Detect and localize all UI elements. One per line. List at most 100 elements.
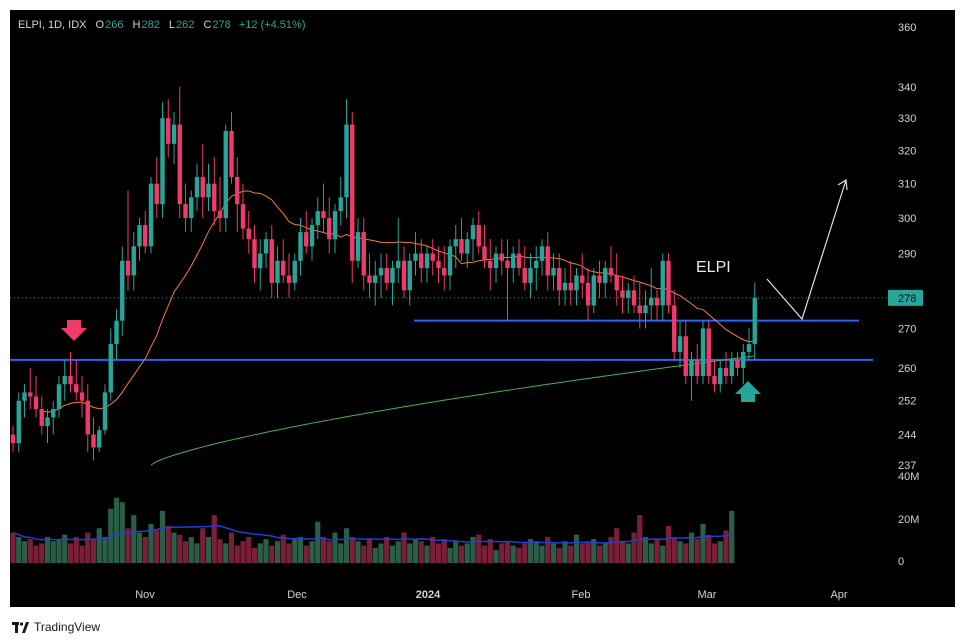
volume-bar xyxy=(683,543,689,563)
candle-body xyxy=(401,260,407,291)
candle-body xyxy=(723,367,729,377)
candle-body xyxy=(154,183,159,205)
volume-bar xyxy=(648,543,654,563)
volume-bar xyxy=(343,528,350,563)
low-value: 262 xyxy=(176,19,195,31)
volume-bar xyxy=(50,541,56,563)
price-axis[interactable]: 237 244 252 260 270 290 300 310 320 330 340 360 xyxy=(898,22,916,472)
candle xyxy=(614,253,619,306)
volume-bar xyxy=(355,541,361,563)
time-axis[interactable]: Nov Dec 2024 Feb Mar Apr xyxy=(135,589,848,601)
price-chart[interactable]: ELPI 237 244 252 260 270 290 300 310 320 330 340 36… xyxy=(10,10,955,607)
candle-body xyxy=(212,183,217,212)
candle-body xyxy=(643,305,648,314)
candle-body xyxy=(275,260,280,283)
volume-bar xyxy=(211,515,217,563)
volume-bar xyxy=(44,536,51,563)
volume-bar xyxy=(677,541,683,563)
candle-body xyxy=(309,225,315,247)
volume-bar xyxy=(441,539,447,563)
volume-bar xyxy=(430,536,436,563)
candle-body xyxy=(102,392,108,431)
candle xyxy=(16,392,21,452)
candle-body xyxy=(741,351,746,368)
footer-brand: TradingView xyxy=(12,618,100,636)
candle-body xyxy=(718,367,723,385)
volume-bar xyxy=(729,510,735,563)
candle xyxy=(666,253,671,314)
candle-body xyxy=(166,118,171,144)
volume-bar xyxy=(694,539,700,563)
price-tick-label: 290 xyxy=(898,249,916,261)
candle xyxy=(125,190,131,291)
candle xyxy=(447,239,453,291)
candle xyxy=(240,183,246,240)
candle xyxy=(177,86,182,219)
candle xyxy=(263,232,269,269)
candle-body xyxy=(327,218,332,240)
volume-bar xyxy=(251,547,258,563)
candle-body xyxy=(79,392,85,401)
candle-body xyxy=(240,204,246,229)
candle xyxy=(735,351,740,377)
candle xyxy=(252,225,257,283)
drawings[interactable]: ELPI xyxy=(61,178,848,402)
time-tick-label: Apr xyxy=(830,589,847,601)
volume-bar xyxy=(579,543,585,563)
candle xyxy=(574,268,579,306)
volume-bar xyxy=(338,543,344,563)
volume-bar xyxy=(73,536,79,563)
close-value: 278 xyxy=(212,19,231,31)
volume-bar xyxy=(90,539,97,563)
volume-bar xyxy=(550,543,557,563)
candle-body xyxy=(373,275,378,283)
candle xyxy=(442,246,447,291)
candle-body xyxy=(229,130,234,177)
candle-body xyxy=(712,376,717,385)
candle-body xyxy=(390,268,395,283)
price-tick-label: 360 xyxy=(898,22,916,34)
candle xyxy=(22,384,27,418)
volume-bar xyxy=(361,545,367,563)
candle-body xyxy=(200,176,205,198)
candle xyxy=(591,268,596,314)
candle-body xyxy=(85,400,90,435)
candle-body xyxy=(706,328,711,377)
candle xyxy=(643,290,648,329)
price-tick-label: 270 xyxy=(898,323,916,335)
volume-bar xyxy=(182,541,189,563)
candle xyxy=(436,246,441,283)
candle xyxy=(217,176,223,233)
volume-bar xyxy=(79,545,85,563)
candle-body xyxy=(321,211,326,219)
volume-bar xyxy=(711,543,718,563)
candle xyxy=(355,218,361,269)
candle-body xyxy=(62,376,67,385)
candle-body xyxy=(424,253,430,269)
candle xyxy=(361,218,366,291)
candle xyxy=(700,320,706,385)
candle xyxy=(660,253,665,321)
volume-bar xyxy=(125,528,131,563)
candle-body xyxy=(263,239,269,254)
candle-body xyxy=(459,239,464,254)
candle xyxy=(39,396,44,435)
volume-bar xyxy=(470,536,476,563)
candle xyxy=(729,351,734,385)
support-levels[interactable] xyxy=(10,319,873,361)
candle xyxy=(321,183,326,233)
candle xyxy=(672,290,677,360)
candle xyxy=(482,225,487,269)
volume-bar xyxy=(412,539,419,563)
candle xyxy=(465,232,470,269)
candle-body xyxy=(246,228,251,240)
volume-bar xyxy=(159,510,166,563)
candle-body xyxy=(217,211,223,219)
volume-bar xyxy=(194,543,200,563)
volume-bar xyxy=(619,541,626,563)
volume-bar xyxy=(286,543,292,563)
candle-body xyxy=(419,253,424,269)
last-price-badge: 278 xyxy=(888,289,923,306)
chart-panel[interactable]: ELPI 237 244 252 260 270 290 300 310 320 330 340 36… xyxy=(10,10,955,607)
volume-bar xyxy=(539,545,545,563)
